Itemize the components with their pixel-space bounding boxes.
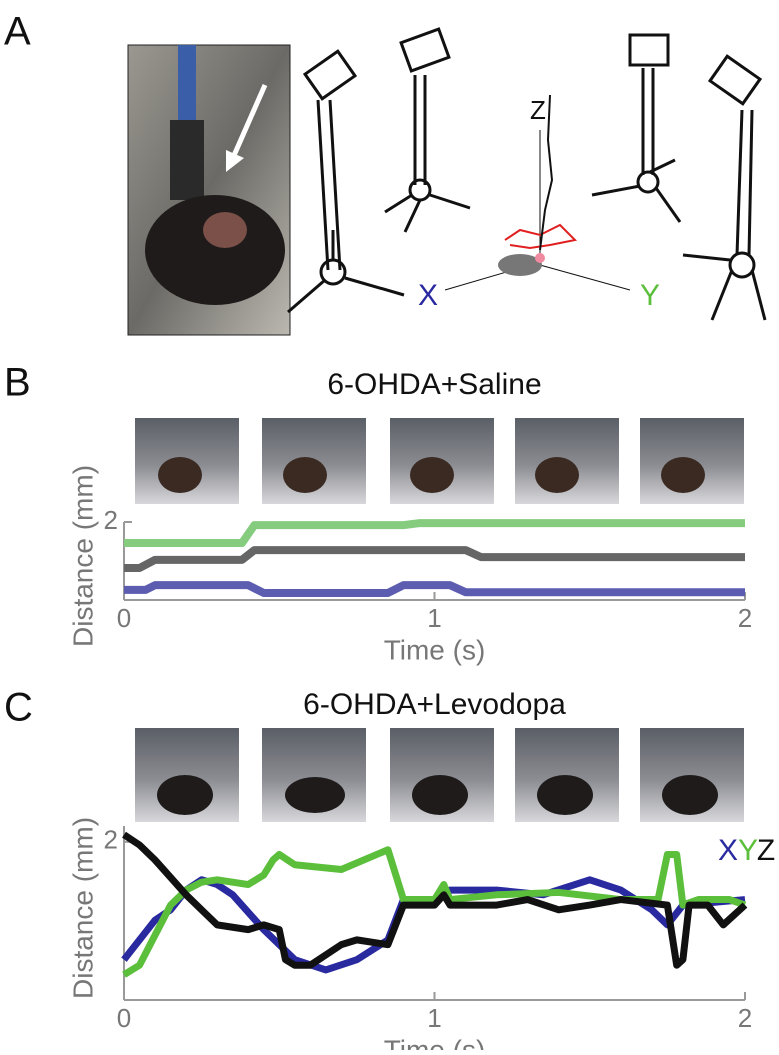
x-tick-label: 1 xyxy=(427,603,441,633)
axis-letter: X xyxy=(418,279,438,312)
panel-label: A xyxy=(4,10,31,54)
chart-title: 6-OHDA+Levodopa xyxy=(303,688,566,721)
data-line xyxy=(124,546,745,573)
x-tick-label: 2 xyxy=(738,1003,752,1033)
y-axis-label: Distance (mm) xyxy=(67,817,98,999)
data-line xyxy=(124,581,745,597)
x-tick-label: 1 xyxy=(427,1003,441,1033)
data-line xyxy=(122,846,747,978)
video-frames xyxy=(135,418,744,822)
data-line xyxy=(122,831,748,969)
x-axis-label: Time (s) xyxy=(384,634,486,665)
legend-entry: Z xyxy=(757,834,775,867)
mouse-axes xyxy=(444,94,631,291)
x-tick-label: 0 xyxy=(117,603,131,633)
y-axis-label: Distance (mm) xyxy=(67,465,98,647)
axis-letter: Y xyxy=(640,279,660,312)
panel-label: B xyxy=(4,361,31,405)
photo xyxy=(127,44,291,336)
y-tick-label: 2 xyxy=(104,825,118,855)
x-tick-label: 0 xyxy=(117,1003,131,1033)
chart-title: 6-OHDA+Saline xyxy=(327,368,541,401)
x-tick-label: 2 xyxy=(738,603,752,633)
panel-label: C xyxy=(4,686,33,730)
x-axis-label: Time (s) xyxy=(384,1034,486,1050)
legend-entry: X xyxy=(718,834,738,867)
legend-entry: Y xyxy=(738,834,758,867)
camera-drawings xyxy=(287,27,767,321)
y-tick-label: 2 xyxy=(104,505,118,535)
axis-letter: Z xyxy=(530,95,546,125)
data-line xyxy=(124,519,745,548)
